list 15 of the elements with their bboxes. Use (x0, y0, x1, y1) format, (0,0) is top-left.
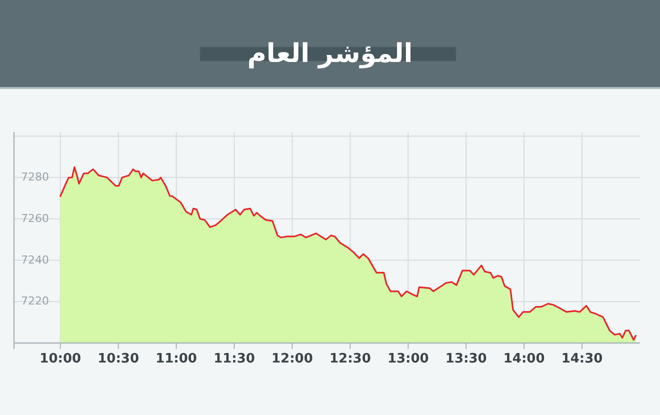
x-tick-label: 10:30 (98, 352, 140, 367)
x-tick-label: 14:00 (503, 352, 545, 367)
chart-title: المؤشر العام (247, 39, 413, 70)
y-tick-label: 7260 (21, 212, 49, 225)
x-tick-label: 11:00 (156, 352, 197, 367)
x-tick-label: 13:00 (387, 352, 429, 367)
x-tick-label: 12:00 (272, 352, 313, 367)
y-tick-label: 7280 (21, 170, 49, 184)
x-tick-label: 14:30 (561, 352, 603, 367)
x-tick-label: 12:30 (329, 352, 371, 367)
y-tick-label: 7240 (21, 253, 49, 266)
x-tick-label: 13:30 (445, 352, 487, 367)
x-tick-label: 10:00 (40, 352, 82, 367)
x-tick-label: 11:30 (214, 352, 255, 367)
y-tick-label: 7220 (21, 294, 49, 308)
